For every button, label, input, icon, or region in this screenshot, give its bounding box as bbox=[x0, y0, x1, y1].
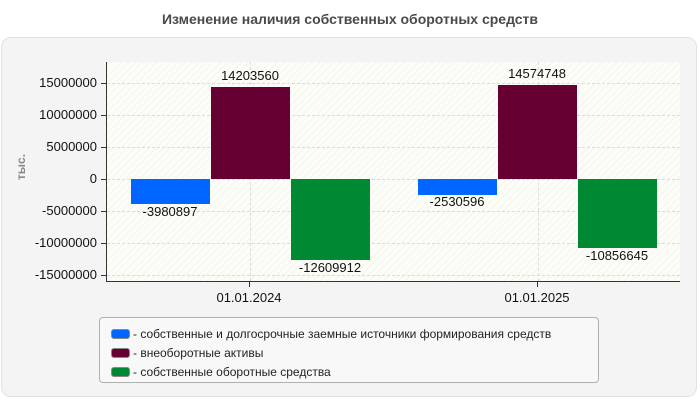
value-label: -12609912 bbox=[298, 260, 362, 275]
value-label: -2530596 bbox=[429, 194, 485, 209]
y-tick bbox=[101, 83, 106, 84]
grid-line bbox=[107, 147, 680, 148]
bar-working-capital-2024[interactable] bbox=[291, 179, 370, 260]
x-tick bbox=[537, 282, 538, 287]
y-tick-label: 5000000 bbox=[46, 139, 97, 154]
bar-noncurrent-assets-2024[interactable] bbox=[211, 87, 290, 179]
legend-item[interactable]: - внеоборотные активы bbox=[100, 343, 598, 362]
y-tick bbox=[101, 179, 106, 180]
legend-swatch-green-icon bbox=[111, 366, 130, 377]
y-axis-title: тыс. bbox=[14, 153, 29, 181]
value-label: -10856645 bbox=[585, 248, 649, 263]
value-label: 14574748 bbox=[508, 66, 566, 81]
legend-item[interactable]: - собственные оборотные средства bbox=[100, 362, 598, 381]
chart-title: Изменение наличия собственных оборотных … bbox=[161, 11, 539, 27]
y-tick bbox=[101, 147, 106, 148]
legend-label: - внеоборотные активы bbox=[133, 345, 264, 360]
bar-own-longterm-2025[interactable] bbox=[418, 179, 497, 195]
y-tick-label: 10000000 bbox=[39, 107, 97, 122]
legend-swatch-maroon-icon bbox=[111, 347, 130, 358]
x-tick-label: 01.01.2024 bbox=[216, 290, 282, 305]
y-tick-label: 0 bbox=[89, 171, 97, 186]
value-label: 14203560 bbox=[221, 68, 279, 83]
x-tick-label: 01.01.2025 bbox=[504, 290, 570, 305]
bar-noncurrent-assets-2025[interactable] bbox=[498, 85, 577, 179]
y-tick-label: 15000000 bbox=[39, 75, 97, 90]
legend-item[interactable]: - собственные и долгосрочные заемные ист… bbox=[100, 324, 598, 343]
grid-line bbox=[107, 179, 680, 180]
bar-own-longterm-2024[interactable] bbox=[131, 179, 210, 204]
y-tick bbox=[101, 211, 106, 212]
grid-line bbox=[107, 243, 680, 244]
legend-label: - собственные и долгосрочные заемные ист… bbox=[133, 326, 552, 341]
y-tick-label: -15000000 bbox=[34, 267, 97, 282]
bar-working-capital-2025[interactable] bbox=[578, 179, 657, 248]
grid-line bbox=[107, 83, 680, 84]
grid-line bbox=[107, 275, 680, 276]
y-tick bbox=[101, 275, 106, 276]
value-label: -3980897 bbox=[142, 204, 198, 219]
legend: - собственные и долгосрочные заемные ист… bbox=[99, 317, 599, 383]
grid-line bbox=[107, 115, 680, 116]
x-tick bbox=[249, 282, 250, 287]
legend-swatch-blue-icon bbox=[111, 328, 130, 339]
y-tick-label: -10000000 bbox=[34, 235, 97, 250]
grid-line bbox=[107, 211, 680, 212]
legend-label: - собственные оборотные средства bbox=[133, 364, 331, 379]
y-tick bbox=[101, 115, 106, 116]
y-tick bbox=[101, 243, 106, 244]
y-tick-label: -5000000 bbox=[42, 203, 97, 218]
